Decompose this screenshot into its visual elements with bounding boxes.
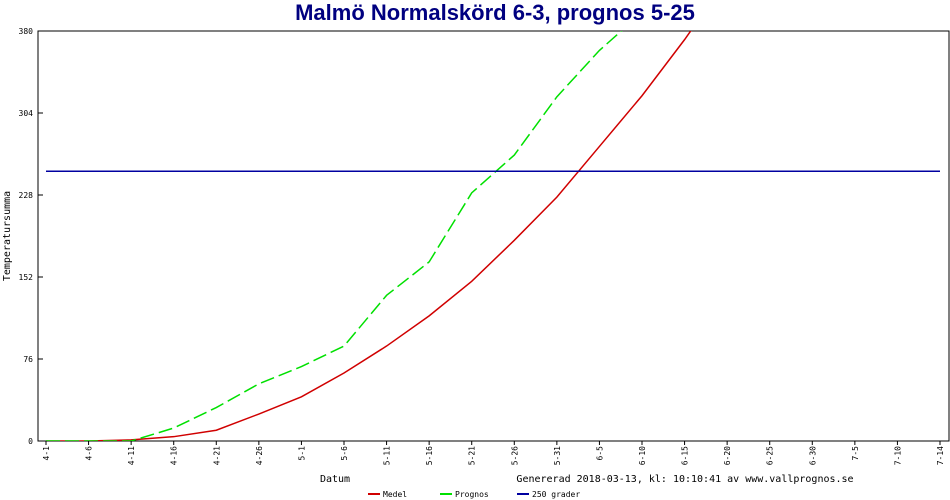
- legend-label: Prognos: [455, 490, 489, 499]
- x-tick-label: 7-5: [851, 446, 860, 461]
- legend-label: 250 grader: [532, 490, 580, 499]
- x-tick-label: 7-14: [936, 446, 945, 465]
- x-tick-label: 6-5: [595, 446, 604, 461]
- x-tick-label: 4-16: [170, 446, 179, 465]
- legend-label: Medel: [383, 490, 407, 499]
- y-tick-label: 0: [28, 437, 33, 446]
- series-line: [46, 31, 623, 441]
- x-tick-label: 4-26: [255, 446, 264, 465]
- y-tick-label: 76: [23, 355, 33, 364]
- x-tick-label: 6-30: [808, 446, 817, 465]
- x-tick-label: 5-11: [383, 446, 392, 465]
- x-tick-label: 6-10: [638, 446, 647, 465]
- x-tick-label: 5-26: [510, 446, 519, 465]
- note: Genererad 2018-03-13, kl: 10:10:41 av ww…: [516, 474, 853, 485]
- series-line: [46, 31, 692, 441]
- y-tick-label: 304: [19, 109, 34, 118]
- x-tick-label: 4-6: [85, 446, 94, 461]
- x-axis-label: Datum: [320, 474, 350, 485]
- x-tick-label: 4-11: [127, 446, 136, 465]
- x-tick-label: 6-20: [723, 446, 732, 465]
- y-tick-label: 380: [19, 27, 34, 36]
- x-tick-label: 4-1: [42, 446, 51, 461]
- x-tick-label: 7-10: [893, 446, 902, 465]
- x-tick-label: 5-21: [468, 446, 477, 465]
- x-tick-label: 5-31: [553, 446, 562, 465]
- x-tick-label: 5-16: [425, 446, 434, 465]
- plot-area: [46, 31, 940, 441]
- plot-frame: [37, 30, 950, 442]
- x-tick-label: 4-21: [212, 446, 221, 465]
- y-tick-label: 228: [19, 191, 34, 200]
- x-tick-label: 5-6: [340, 446, 349, 461]
- x-tick-label: 6-15: [681, 446, 690, 465]
- y-axis-label: Temperatursumma: [2, 191, 13, 281]
- chart-title: Malmö Normalskörd 6-3, prognos 5-25: [295, 0, 695, 25]
- y-tick-label: 152: [19, 273, 34, 282]
- x-tick-label: 6-25: [766, 446, 775, 465]
- x-tick-label: 5-1: [297, 446, 306, 461]
